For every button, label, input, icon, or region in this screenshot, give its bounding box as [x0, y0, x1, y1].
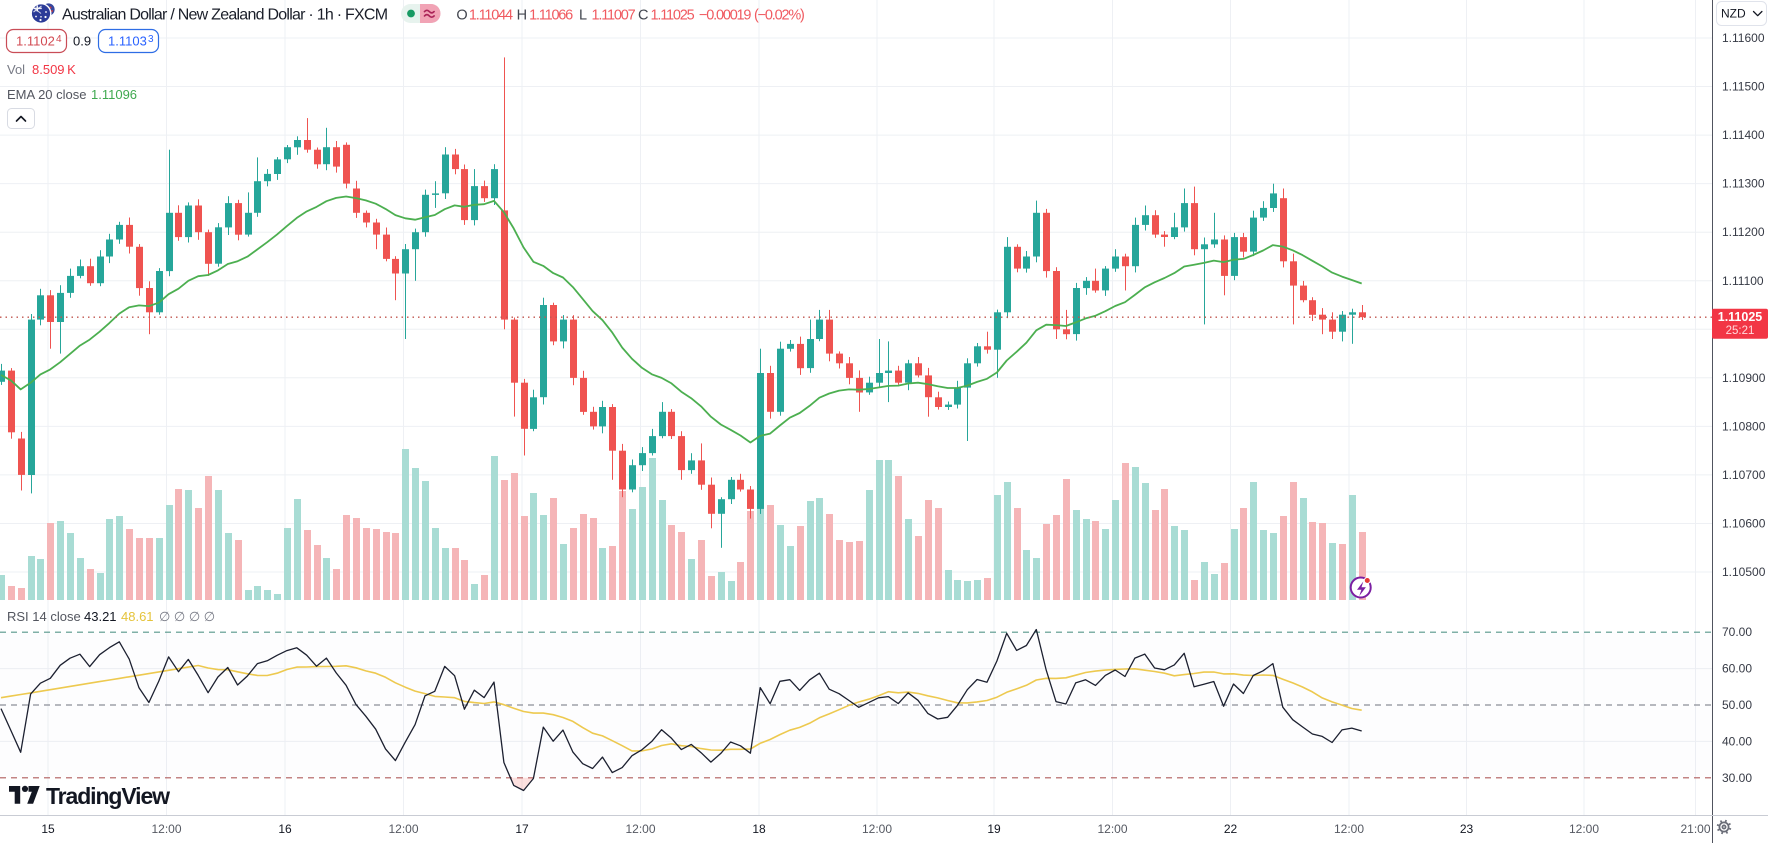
svg-text:12:00: 12:00	[1334, 822, 1364, 836]
svg-text:12:00: 12:00	[388, 822, 418, 836]
svg-text:O: O	[456, 8, 467, 24]
svg-text:3: 3	[148, 34, 154, 45]
svg-text:EMA 20 close: EMA 20 close	[7, 87, 87, 102]
svg-text:17: 17	[515, 822, 529, 836]
svg-text:1.11200: 1.11200	[1722, 225, 1765, 239]
svg-text:8.509 K: 8.509 K	[32, 62, 76, 77]
svg-text:12:00: 12:00	[625, 822, 655, 836]
svg-text:12:00: 12:00	[1097, 822, 1127, 836]
svg-text:30.00: 30.00	[1722, 771, 1752, 785]
svg-text:1.11600: 1.11600	[1722, 31, 1765, 45]
svg-text:1.10700: 1.10700	[1722, 468, 1766, 482]
svg-text:L: L	[579, 8, 587, 24]
svg-text:RSI 14 close: RSI 14 close	[7, 609, 81, 624]
svg-text:1.10900: 1.10900	[1722, 371, 1766, 385]
svg-text:Vol: Vol	[7, 62, 25, 77]
svg-text:15: 15	[41, 822, 55, 836]
svg-text:1.10800: 1.10800	[1722, 419, 1766, 433]
svg-text:4: 4	[56, 34, 62, 45]
svg-text:1.11025: 1.11025	[1718, 310, 1763, 324]
svg-text:40.00: 40.00	[1722, 734, 1752, 748]
svg-text:21:00: 21:00	[1680, 822, 1710, 836]
svg-text:12:00: 12:00	[862, 822, 892, 836]
svg-text:Australian Dollar / New Zealan: Australian Dollar / New Zealand Dollar ·…	[62, 7, 388, 24]
svg-text:12:00: 12:00	[1569, 822, 1599, 836]
svg-text:18: 18	[752, 822, 766, 836]
svg-text:(−0.02%): (−0.02%)	[754, 8, 804, 24]
svg-text:43.21: 43.21	[84, 609, 117, 624]
svg-text:∅ ∅ ∅ ∅: ∅ ∅ ∅ ∅	[159, 609, 215, 624]
svg-text:23: 23	[1460, 822, 1474, 836]
svg-text:1.11300: 1.11300	[1722, 177, 1765, 191]
svg-text:1.11100: 1.11100	[1722, 274, 1764, 288]
svg-text:1.11500: 1.11500	[1722, 80, 1765, 94]
svg-text:NZD: NZD	[1721, 7, 1746, 21]
svg-text:22: 22	[1224, 822, 1238, 836]
svg-text:1.11044: 1.11044	[469, 8, 513, 24]
svg-text:50.00: 50.00	[1722, 698, 1752, 712]
svg-text:C: C	[638, 8, 648, 24]
svg-text:25:21: 25:21	[1726, 325, 1755, 337]
svg-text:1.11400: 1.11400	[1722, 128, 1765, 142]
svg-text:16: 16	[278, 822, 292, 836]
svg-text:1.10500: 1.10500	[1722, 565, 1766, 579]
svg-text:1.10600: 1.10600	[1722, 517, 1766, 531]
svg-text:1.1102: 1.1102	[16, 34, 55, 49]
svg-text:1.11096: 1.11096	[91, 87, 137, 102]
svg-text:19: 19	[987, 822, 1001, 836]
svg-text:1.11007: 1.11007	[592, 8, 636, 24]
svg-text:1.11025: 1.11025	[651, 8, 695, 24]
svg-text:1.11066: 1.11066	[529, 8, 573, 24]
svg-text:H: H	[517, 8, 527, 24]
svg-text:12:00: 12:00	[151, 822, 181, 836]
svg-text:60.00: 60.00	[1722, 662, 1752, 676]
svg-text:0.9: 0.9	[73, 34, 91, 49]
svg-text:70.00: 70.00	[1722, 625, 1752, 639]
svg-text:1.1103: 1.1103	[108, 34, 147, 49]
svg-text:TradingView: TradingView	[46, 783, 170, 809]
svg-text:48.61: 48.61	[121, 609, 154, 624]
svg-text:−0.00019: −0.00019	[699, 8, 751, 24]
